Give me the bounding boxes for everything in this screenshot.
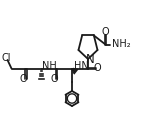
Text: NH₂: NH₂ (112, 39, 130, 49)
Text: NH: NH (42, 61, 57, 71)
Text: O: O (20, 75, 27, 85)
Text: N: N (85, 53, 94, 66)
Text: Cl: Cl (1, 53, 11, 63)
Text: O: O (50, 75, 58, 85)
Text: O: O (94, 63, 101, 73)
Text: HN: HN (74, 61, 88, 71)
Text: O: O (102, 27, 109, 37)
